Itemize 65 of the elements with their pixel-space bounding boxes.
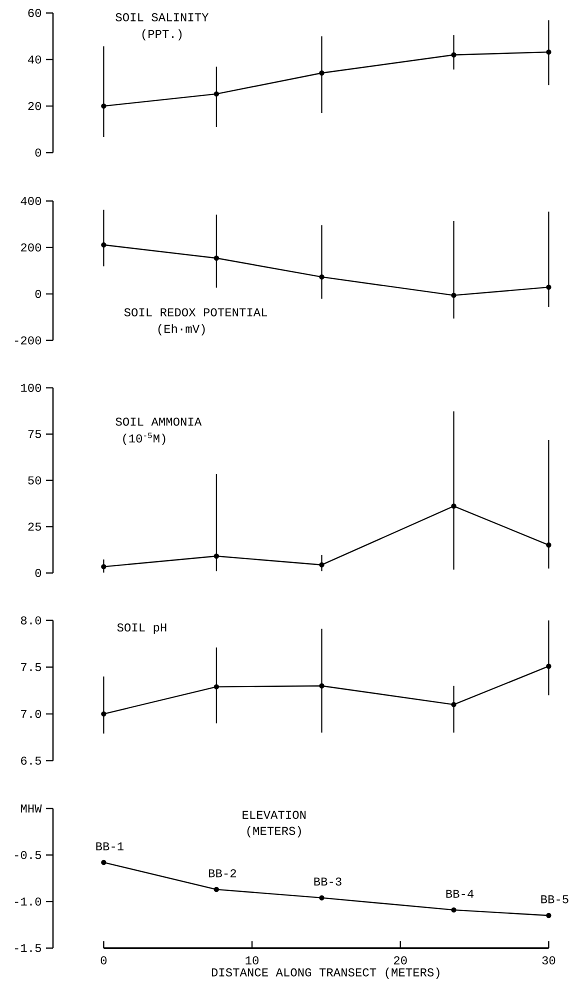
y-tick-label: 75 <box>28 430 42 438</box>
x-tick-label: 30 <box>542 956 556 964</box>
point <box>451 504 456 509</box>
annotation: BB-1 <box>96 842 124 850</box>
point <box>101 711 106 717</box>
point <box>319 895 324 900</box>
text: SOIL REDOX POTENTIAL <box>124 308 268 316</box>
y-tick-label: 8.0 <box>20 616 42 624</box>
y-tick-label: 100 <box>21 384 42 392</box>
y-tick-label: 7.5 <box>21 663 42 672</box>
text: (10$^{-5}$M) <box>123 432 166 445</box>
point <box>451 52 456 58</box>
y-tick-label: -0.5 <box>14 850 42 860</box>
annotation: BB-5 <box>541 895 568 904</box>
point <box>101 860 106 866</box>
y-tick-label: 7.0 <box>21 710 42 718</box>
chart-title: ELEVATION <box>242 810 306 819</box>
point <box>546 542 552 548</box>
y-tick-label: 25 <box>28 522 42 531</box>
y-tick-label: 400 <box>20 196 42 206</box>
chart-title: SOIL pH <box>117 623 166 634</box>
point <box>319 683 324 688</box>
point <box>101 564 106 570</box>
y-tick-label: 6.5 <box>21 756 42 765</box>
x-tick-label: 20 <box>394 956 407 964</box>
point <box>319 274 324 280</box>
y-tick-label: 200 <box>21 243 42 252</box>
point <box>451 292 456 298</box>
text: (Eh·mV) <box>158 324 205 336</box>
y-tick-label: 40 <box>28 55 42 64</box>
chart-title: SOIL SALINITY <box>116 13 209 22</box>
y-tick-label: 0 <box>35 290 42 298</box>
point <box>214 684 220 690</box>
point <box>451 702 456 708</box>
y-tick-label: MHW <box>20 804 42 812</box>
y-tick-label: -1.0 <box>14 897 42 906</box>
point <box>546 49 552 55</box>
point <box>214 256 220 261</box>
text: SOIL AMMONIA <box>116 418 202 426</box>
point <box>319 562 324 568</box>
y-tick-label: -200 <box>14 336 42 344</box>
y-tick-label: 50 <box>28 476 42 484</box>
annotation: BB-3 <box>314 877 342 886</box>
x-axis-title: DISTANCE ALONG TRANSECT (METERS) <box>212 968 440 979</box>
text: (PPT.) <box>142 29 182 40</box>
y-tick-label: 60 <box>28 8 42 18</box>
y-tick-label: 0 <box>35 148 42 157</box>
point <box>451 907 456 913</box>
point <box>214 886 220 892</box>
point <box>101 103 106 109</box>
y-tick-label: 20 <box>28 102 42 110</box>
point <box>546 284 552 290</box>
x-tick-label: 0 <box>100 956 107 964</box>
y-tick-label: 0 <box>35 568 42 578</box>
point <box>101 242 106 248</box>
point <box>214 91 220 97</box>
point <box>214 554 220 559</box>
point <box>546 664 552 669</box>
y-tick-label: -1.5 <box>14 944 42 952</box>
point <box>319 70 324 76</box>
text: (METERS) <box>247 826 301 838</box>
x-tick-label: 10 <box>246 956 258 964</box>
point <box>546 912 552 918</box>
annotation: BB-2 <box>208 869 236 878</box>
annotation: BB-4 <box>446 890 474 898</box>
